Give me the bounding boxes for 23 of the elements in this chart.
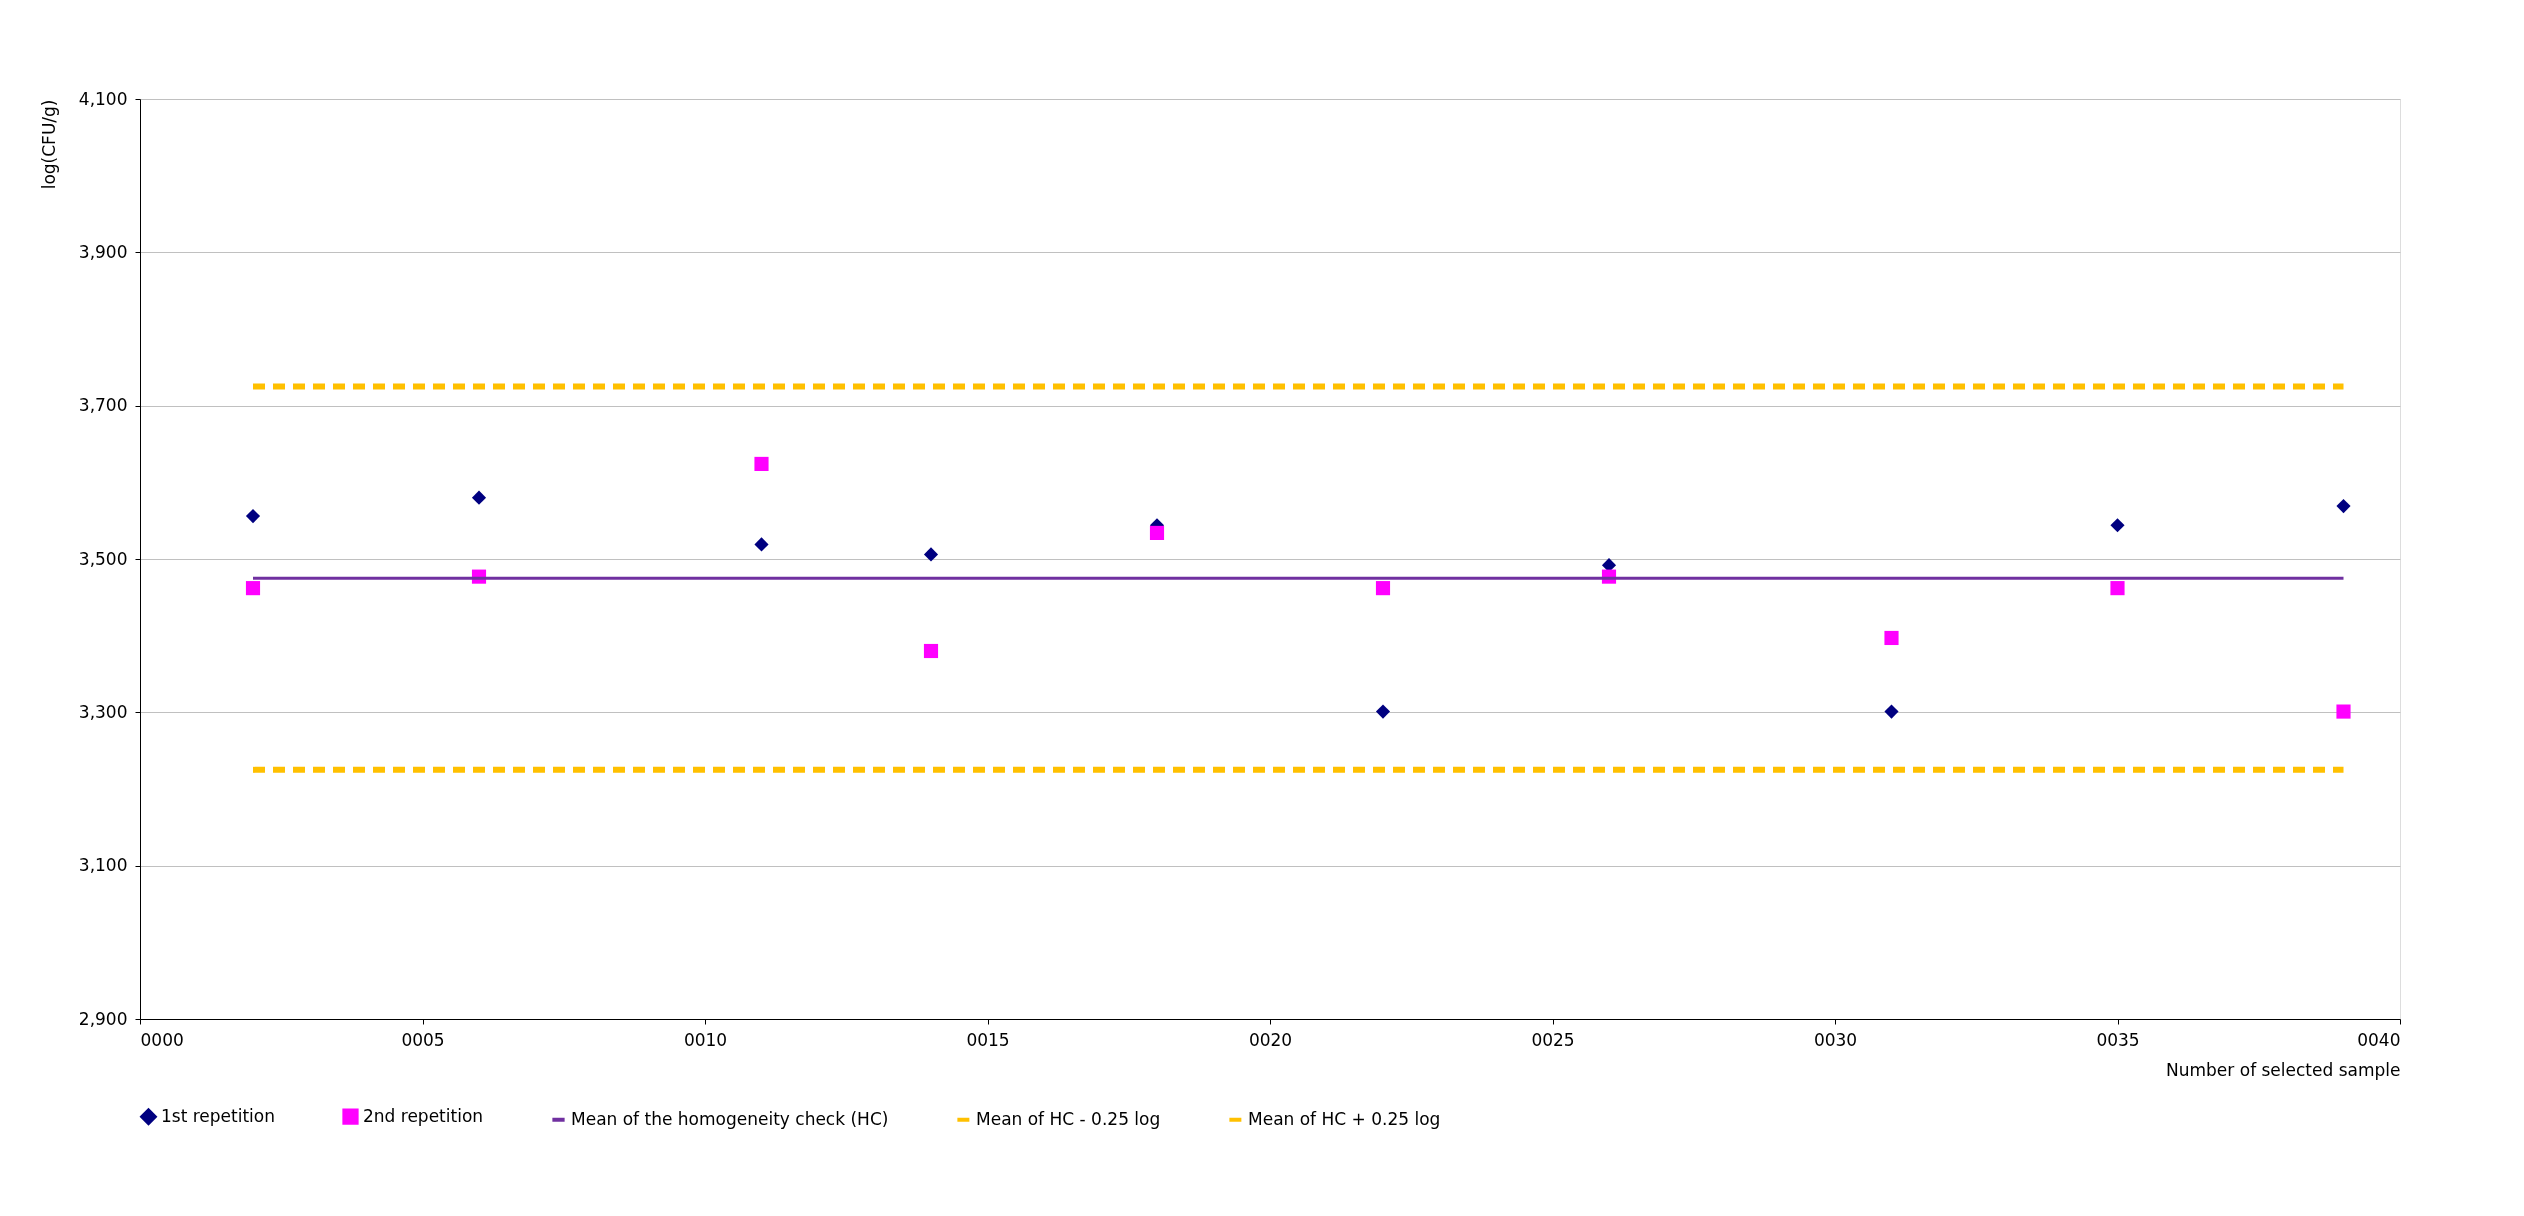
y-tick-label: 3,300 [78, 701, 128, 722]
x-tick-label: 0040 [2357, 1029, 2401, 1050]
x-tick-label: 0005 [401, 1029, 445, 1050]
x-tick-label: 0000 [140, 1029, 184, 1050]
legend-label: 2nd repetition [363, 1105, 484, 1126]
legend-label: Mean of the homogeneity check (HC) [571, 1108, 889, 1129]
y-tick-label: 2,900 [78, 1008, 128, 1029]
x-tick-label: 0020 [1248, 1029, 1293, 1050]
x-tick-label: 0030 [1813, 1029, 1858, 1050]
y-tick-label: 3,100 [78, 855, 128, 876]
legend-label: 1st repetition [161, 1105, 276, 1126]
legend-label: Mean of HC + 0.25 log [1248, 1108, 1441, 1129]
y-tick-label: 3,500 [78, 548, 128, 569]
legend-label: Mean of HC - 0.25 log [976, 1108, 1161, 1129]
y-axis-title: log(CFU/g) [38, 99, 59, 190]
x-tick-label: 0025 [1531, 1029, 1575, 1050]
x-axis-title: Number of selected sample [2166, 1059, 2401, 1080]
x-tick-label: 0035 [2096, 1029, 2140, 1050]
y-tick-label: 3,900 [78, 241, 128, 262]
x-tick-label: 0015 [966, 1029, 1010, 1050]
y-tick-label: 3,700 [78, 395, 128, 416]
y-tick-label: 4,100 [78, 88, 128, 109]
x-tick-label: 0010 [683, 1029, 728, 1050]
